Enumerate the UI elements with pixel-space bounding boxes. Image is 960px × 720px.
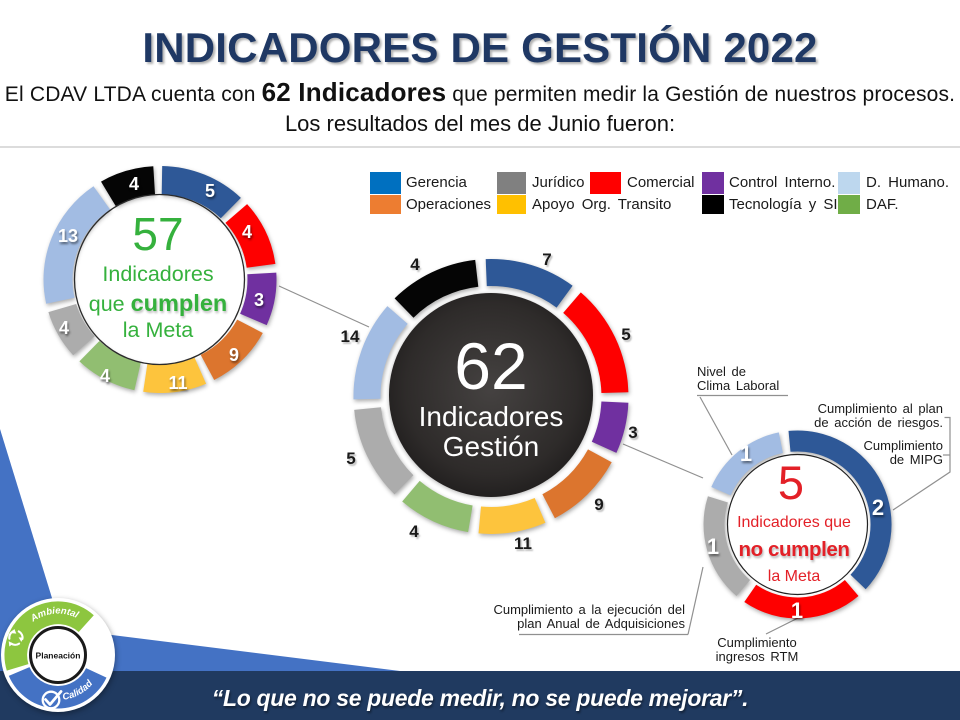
svg-text:9: 9 [229, 345, 239, 365]
svg-text:4: 4 [59, 318, 69, 338]
svg-text:4: 4 [100, 366, 110, 386]
svg-text:4: 4 [409, 522, 419, 541]
svg-text:7: 7 [542, 250, 551, 269]
svg-text:Gestión: Gestión [443, 431, 540, 462]
svg-text:4: 4 [242, 222, 252, 242]
svg-text:3: 3 [628, 423, 637, 442]
svg-text:la Meta: la Meta [768, 568, 821, 585]
svg-text:9: 9 [594, 495, 603, 514]
svg-text:13: 13 [58, 226, 78, 246]
svg-text:1: 1 [791, 598, 803, 623]
svg-text:1: 1 [740, 441, 752, 466]
svg-text:que cumplen: que cumplen [89, 290, 228, 316]
svg-text:Planeación: Planeación [36, 651, 81, 661]
svg-text:Indicadores: Indicadores [102, 262, 213, 286]
svg-text:57: 57 [132, 208, 183, 260]
svg-text:5: 5 [621, 325, 630, 344]
svg-text:11: 11 [514, 534, 532, 553]
svg-text:5: 5 [778, 456, 804, 509]
svg-text:62: 62 [454, 329, 527, 403]
svg-text:la Meta: la Meta [123, 318, 194, 342]
svg-text:5: 5 [346, 449, 355, 468]
svg-text:4: 4 [129, 174, 139, 194]
svg-text:Indicadores: Indicadores [419, 401, 564, 432]
svg-text:Indicadores que: Indicadores que [737, 514, 851, 531]
svg-text:1: 1 [707, 534, 719, 559]
svg-text:3: 3 [254, 290, 264, 310]
svg-text:11: 11 [168, 373, 187, 393]
svg-text:2: 2 [872, 495, 884, 520]
svg-text:no cumplen: no cumplen [738, 538, 849, 561]
svg-text:4: 4 [410, 255, 420, 274]
svg-text:5: 5 [205, 181, 215, 201]
svg-text:14: 14 [341, 327, 360, 346]
